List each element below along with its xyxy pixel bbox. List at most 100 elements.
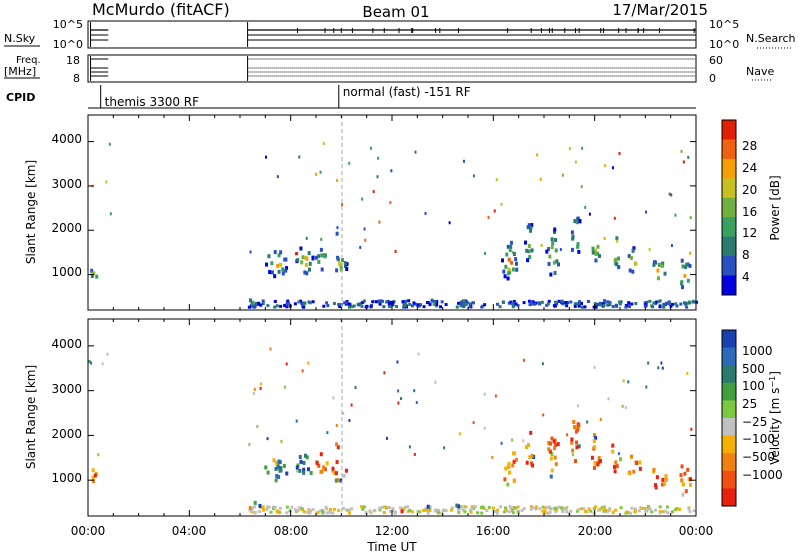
echo-cell — [516, 304, 520, 308]
xtick-0400: 04:00 — [172, 524, 207, 538]
echo-cell — [387, 506, 391, 510]
echo-cell — [344, 468, 348, 473]
echo-cell — [352, 304, 356, 308]
echo-cell — [407, 299, 411, 303]
echo-cell — [320, 469, 324, 474]
colorbar-segment — [722, 382, 736, 401]
echo-cell — [277, 253, 281, 258]
echo-cell — [613, 469, 617, 474]
echo-cell — [426, 504, 430, 509]
echo-cell — [273, 250, 277, 255]
echo-cell — [627, 380, 630, 384]
echo-cell — [298, 155, 301, 159]
echo-cell — [661, 510, 665, 514]
echo-cell — [499, 505, 503, 509]
echo-cell — [343, 301, 347, 305]
echo-cell — [591, 246, 595, 251]
echo-cell — [650, 304, 654, 308]
echo-cell — [654, 260, 658, 265]
echo-cell — [311, 255, 315, 260]
echo-cell — [284, 268, 288, 273]
echo-cell — [564, 300, 568, 304]
echo-cell — [578, 300, 582, 304]
echo-cell — [296, 258, 300, 263]
colorbar-segment — [722, 347, 736, 366]
echo-cell — [252, 305, 256, 309]
echo-cell — [652, 262, 656, 267]
echo-cell — [301, 369, 304, 373]
echo-cell — [603, 236, 606, 240]
echo-cell — [574, 302, 578, 306]
echo-cell — [326, 304, 330, 308]
echo-cell — [276, 175, 279, 179]
colorbar-segment — [722, 178, 736, 199]
echo-cell — [515, 261, 519, 266]
echo-cell — [432, 301, 436, 306]
velocity-ytick-3000: 3000 — [51, 382, 82, 396]
echo-cell — [638, 460, 642, 465]
echo-cell — [276, 263, 280, 268]
echo-cell — [592, 465, 596, 470]
echo-cell — [637, 509, 641, 513]
echo-cell — [347, 302, 351, 306]
echo-cell — [510, 260, 514, 265]
velocity-colorbar-label: Velocity [m s−1] — [768, 371, 782, 465]
echo-cell — [525, 248, 529, 253]
echo-cell — [433, 508, 437, 513]
echo-cell — [628, 305, 632, 309]
echo-cell — [494, 394, 497, 398]
echo-cell — [362, 299, 366, 303]
echo-cell — [566, 301, 570, 305]
echo-cell — [666, 511, 670, 515]
echo-cell — [594, 248, 598, 253]
echo-cell — [483, 392, 486, 396]
echo-cell — [687, 507, 691, 511]
echo-cell — [380, 299, 384, 303]
echo-cell — [360, 304, 364, 308]
vel-cbar-tick-neg100: −100 — [742, 432, 775, 446]
echo-cell — [690, 427, 693, 431]
echo-cell — [553, 300, 557, 304]
echo-cell — [602, 509, 606, 513]
echo-cell — [290, 505, 294, 509]
echo-cell — [428, 509, 432, 513]
echo-cell — [514, 257, 518, 262]
echo-cell — [664, 478, 668, 483]
echo-cell — [335, 231, 339, 236]
echo-cell — [369, 511, 373, 515]
echo-cell — [533, 302, 537, 306]
echo-cell — [526, 258, 530, 263]
velocity-colorbar: 1000 500 100 25 −25 −100 −500 −1000 Velo… — [721, 329, 783, 507]
echo-cell — [546, 302, 550, 306]
echo-cell — [548, 505, 552, 509]
echo-cell — [601, 302, 605, 306]
echo-cell — [553, 506, 557, 510]
echo-cell — [95, 274, 99, 279]
echo-cell — [359, 301, 363, 305]
echo-cell — [480, 511, 484, 515]
echo-cell — [687, 155, 690, 159]
echo-cell — [304, 262, 308, 267]
echo-cell — [408, 508, 412, 512]
echo-cell — [385, 300, 389, 304]
echo-cell — [91, 475, 95, 480]
echo-cell — [574, 429, 578, 434]
echo-cell — [500, 202, 503, 206]
vel-cbar-tick-100: 100 — [742, 379, 765, 393]
echo-cell — [277, 269, 281, 274]
echo-cell — [273, 299, 277, 303]
echo-cell — [549, 272, 553, 277]
echo-cell — [281, 267, 285, 272]
echo-cell — [565, 304, 569, 308]
velocity-plot-frame — [87, 318, 697, 517]
echo-cell — [307, 507, 311, 511]
echo-cell — [555, 302, 559, 306]
echo-cell — [627, 301, 631, 305]
echo-cell — [311, 300, 315, 304]
echo-cell — [301, 255, 305, 260]
echo-cell — [402, 305, 406, 309]
echo-cell — [598, 303, 602, 307]
echo-cell — [299, 299, 303, 303]
echo-cell — [506, 465, 510, 470]
echo-cell — [414, 150, 417, 154]
